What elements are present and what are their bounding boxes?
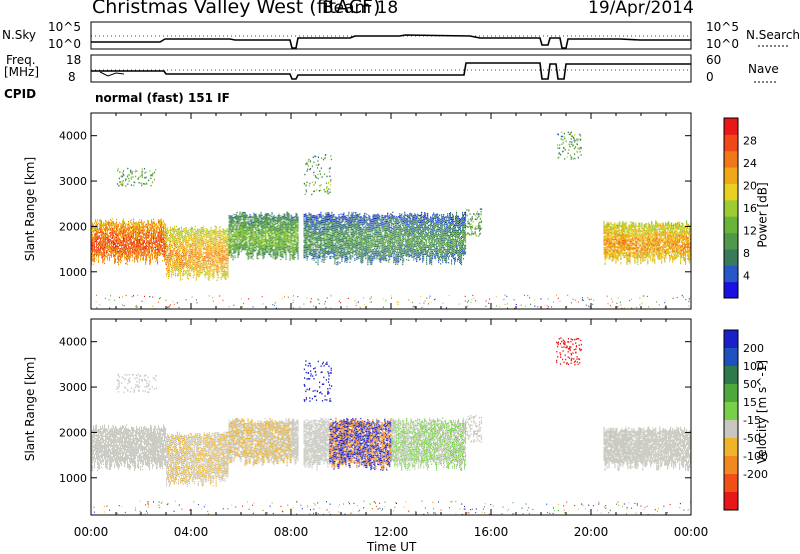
freq-trace <box>91 62 691 80</box>
freq-tick-top: 18 <box>66 53 81 67</box>
ytick-label: 3000 <box>59 381 87 394</box>
power-colorbar-cell <box>724 248 738 266</box>
nsky-label: N.Sky <box>2 28 36 42</box>
xtick-label: 04:00 <box>174 525 209 539</box>
ytick-label: 1000 <box>59 472 87 485</box>
velocity-colorbar-cell <box>724 456 738 475</box>
velocity-colorbar-tick: -50 <box>743 432 761 445</box>
power-colorbar-cell <box>724 118 738 135</box>
xtick-label: 16:00 <box>474 525 509 539</box>
power-colorbar-cell <box>724 150 738 168</box>
velocity-colorbar-tick: -200 <box>743 468 768 481</box>
power-colorbar-cell <box>724 265 738 283</box>
cpid-label: CPID <box>4 87 36 101</box>
nave-tick-bottom: 0 <box>706 70 714 84</box>
ytick-label: 4000 <box>59 336 87 349</box>
power-colorbar-cell <box>724 216 738 234</box>
ytick-label: 4000 <box>59 130 87 143</box>
power-colorbar-cell <box>724 281 738 299</box>
station-title: Christmas Valley West (fitACF) <box>92 0 380 18</box>
velocity-colorbar-tick: 50 <box>743 378 757 391</box>
power-colorbar-cell <box>724 134 738 152</box>
velocity-panel-frame <box>90 318 692 516</box>
velocity-colorbar-cell <box>724 330 738 349</box>
ytick-label: 2000 <box>59 426 87 439</box>
time-xlabel: Time UT <box>367 540 416 554</box>
xtick-label: 00:00 <box>674 525 709 539</box>
nsearch-tick-bottom: 10^0 <box>706 37 739 51</box>
velocity-colorbar-tick: 100 <box>743 360 764 373</box>
xtick-label: 12:00 <box>374 525 409 539</box>
velocity-colorbar-cell <box>724 348 738 367</box>
velocity-colorbar-tick: 200 <box>743 342 764 355</box>
nsky-tick-bottom: 10^0 <box>48 37 81 51</box>
power-colorbar-cell <box>724 183 738 201</box>
nsky-trace <box>91 34 691 49</box>
nsearch-tick-top: 10^5 <box>706 20 739 34</box>
nsky-strip-frame <box>90 21 692 50</box>
power-colorbar-cell <box>724 199 738 217</box>
beam-label: Beam 18 <box>322 0 398 18</box>
velocity-colorbar-cell <box>724 474 738 493</box>
date-label: 19/Apr/2014 <box>588 0 694 18</box>
xtick-label: 08:00 <box>274 525 309 539</box>
power-colorbar-tick: 12 <box>743 225 757 238</box>
velocity-colorbar-cell <box>724 384 738 403</box>
xtick-label: 20:00 <box>574 525 609 539</box>
freq-tick-bottom: 8 <box>68 70 76 84</box>
power-colorbar-frame <box>723 117 739 299</box>
power-colorbar-tick: 20 <box>743 180 757 193</box>
ytick-label: 2000 <box>59 220 87 233</box>
velocity-colorbar-frame <box>723 329 739 511</box>
velocity-colorbar-tick: 15 <box>743 396 757 409</box>
nave-label: Nave <box>748 62 779 76</box>
velocity-heatmap <box>91 337 691 515</box>
power-colorbar-tick: 16 <box>743 202 757 215</box>
power-colorbar-cell <box>724 167 738 184</box>
power-colorbar-tick: 28 <box>743 135 757 148</box>
power-heatmap <box>91 131 691 309</box>
velocity-colorbar-cell <box>724 438 738 457</box>
velocity-colorbar-cell <box>724 420 738 439</box>
velocity-colorbar-tick: -100 <box>743 450 768 463</box>
nave-tick-top: 60 <box>706 53 721 67</box>
freq-unit-label: [MHz] <box>4 65 39 79</box>
power-colorbar-tick: 8 <box>743 247 750 260</box>
velocity-colorbar-tick: -15 <box>743 414 761 427</box>
cpid-text: normal (fast) 151 IF <box>95 91 230 105</box>
xtick-label: 00:00 <box>74 525 109 539</box>
freq-strip-frame <box>90 54 692 83</box>
ytick-label: 1000 <box>59 266 87 279</box>
freq-label: Freq. <box>6 53 36 67</box>
velocity-colorbar-cell <box>724 366 738 385</box>
power-colorbar-tick: 4 <box>743 270 750 283</box>
power-colorbar-tick: 24 <box>743 157 757 170</box>
power-colorbar-cell <box>724 232 738 250</box>
velocity-colorbar-cell <box>724 492 738 511</box>
nsky-tick-top: 10^5 <box>48 20 81 34</box>
nsearch-label: N.Search <box>746 28 800 42</box>
ytick-label: 3000 <box>59 175 87 188</box>
velocity-colorbar-cell <box>724 402 738 421</box>
